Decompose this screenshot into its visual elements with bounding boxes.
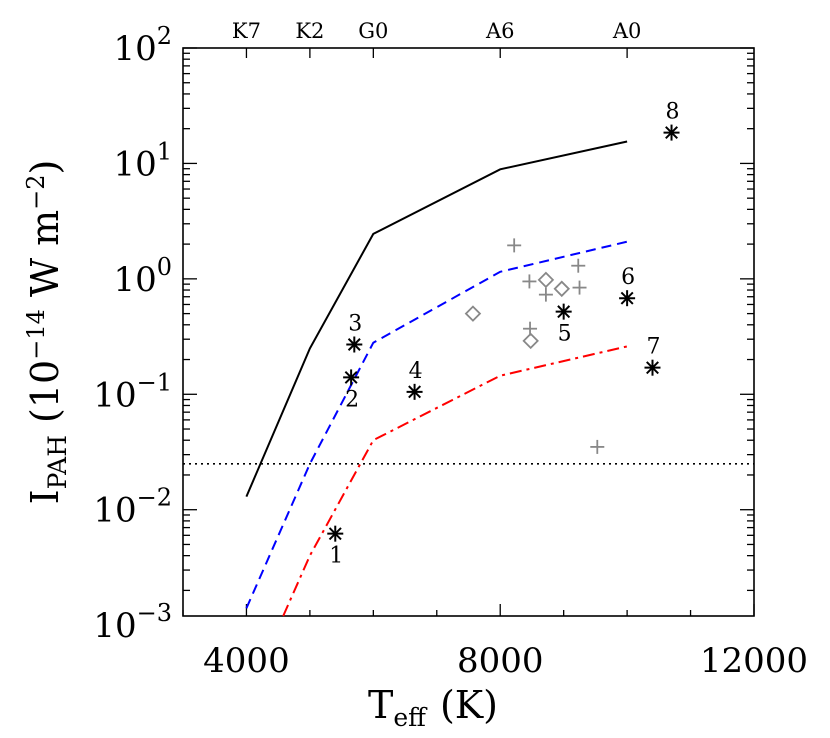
y-tick-label: 10−3: [93, 599, 172, 646]
star-marker-4: [406, 383, 423, 400]
model-curve-solid: [245, 140, 628, 497]
y-axis-label: IPAH (10−14 W m−2): [22, 160, 72, 505]
y-tick-base: 10: [113, 260, 156, 300]
gray-diamond-marker: [553, 280, 571, 298]
star-stroke: [347, 338, 361, 351]
star-label-7: 7: [646, 335, 660, 360]
y-tick-label: 101: [113, 137, 172, 184]
markers-layer: [327, 124, 680, 542]
star-stroke: [408, 385, 422, 399]
gray-plus-marker: [522, 274, 537, 289]
model-curve-dashed: [245, 240, 628, 609]
y-tick-exp: −2: [137, 484, 172, 512]
gray-plus-marker: [507, 238, 522, 253]
y-tick-exp: 1: [157, 137, 172, 165]
star-marker-2: [343, 369, 360, 386]
star-marker-8: [663, 124, 680, 141]
x-axis-label: Teff (K): [368, 683, 498, 732]
x-tick-label: 12000: [700, 641, 808, 681]
y-tick-exp: −3: [137, 599, 172, 627]
y-tick-label: 10−2: [93, 484, 172, 531]
ticks-layer: [182, 47, 755, 616]
y-tick-exp: −1: [137, 368, 172, 396]
gray-plus-marker: [571, 258, 586, 273]
star-label-2: 2: [345, 387, 359, 412]
star-marker-3: [346, 336, 363, 353]
y-tick-base: 10: [93, 375, 136, 415]
gray-diamond-marker: [522, 332, 539, 350]
gray-plus-marker: [590, 439, 605, 454]
top-tick-label: K7: [232, 19, 261, 43]
y-axis-label-main: I: [23, 489, 67, 504]
star-label-6: 6: [621, 265, 635, 290]
star-marker-6: [619, 290, 636, 307]
gray-plus-marker: [538, 287, 553, 302]
y-axis-label-tail: (10: [23, 360, 67, 423]
gray-plus-marker: [572, 280, 587, 295]
y-tick-base: 10: [113, 29, 156, 69]
series-layer: [183, 140, 754, 617]
top-tick-label: G0: [358, 19, 388, 43]
star-stroke: [557, 305, 571, 319]
y-tick-label: 102: [113, 22, 172, 69]
star-label-1: 1: [329, 544, 343, 569]
star-marker-7: [644, 359, 661, 376]
star-stroke: [620, 291, 634, 305]
star-label-8: 8: [666, 100, 680, 125]
y-axis-label-sup2: −2: [22, 174, 50, 209]
plot-frame: [182, 47, 755, 617]
top-tick-label: A6: [485, 19, 515, 43]
x-axis-label-main: T: [368, 683, 393, 727]
y-tick-base: 10: [113, 144, 156, 184]
x-tick-label: 4000: [203, 641, 290, 681]
gray-diamond-marker: [537, 271, 555, 289]
y-tick-label: 100: [113, 253, 172, 300]
gray-diamond-marker: [464, 305, 482, 322]
star-stroke: [328, 527, 342, 541]
y-axis-label-end: ): [23, 160, 67, 175]
y-tick-base: 10: [93, 491, 136, 531]
y-axis-label-sub: PAH: [43, 435, 72, 489]
x-axis-label-sub: eff: [393, 703, 428, 732]
y-axis-label-mid: W m: [23, 210, 67, 309]
star-stroke: [665, 126, 678, 140]
star-label-3: 3: [348, 311, 362, 336]
star-label-5: 5: [558, 322, 572, 347]
y-tick-label: 10−1: [93, 368, 172, 415]
star-marker-5: [555, 303, 572, 320]
x-tick-label: 8000: [457, 641, 544, 681]
y-tick-base: 10: [93, 606, 136, 646]
star-stroke: [646, 361, 659, 375]
star-label-4: 4: [409, 359, 423, 384]
model-curve-dashdot: [282, 345, 628, 617]
x-axis-label-tail: (K): [440, 683, 498, 727]
y-tick-exp: 0: [157, 253, 172, 281]
star-stroke: [344, 370, 358, 384]
top-tick-label: A0: [612, 19, 642, 43]
y-tick-exp: 2: [157, 22, 172, 50]
top-tick-label: K2: [295, 19, 324, 43]
star-marker-1: [327, 525, 344, 542]
y-axis-label-sup1: −14: [22, 309, 50, 360]
